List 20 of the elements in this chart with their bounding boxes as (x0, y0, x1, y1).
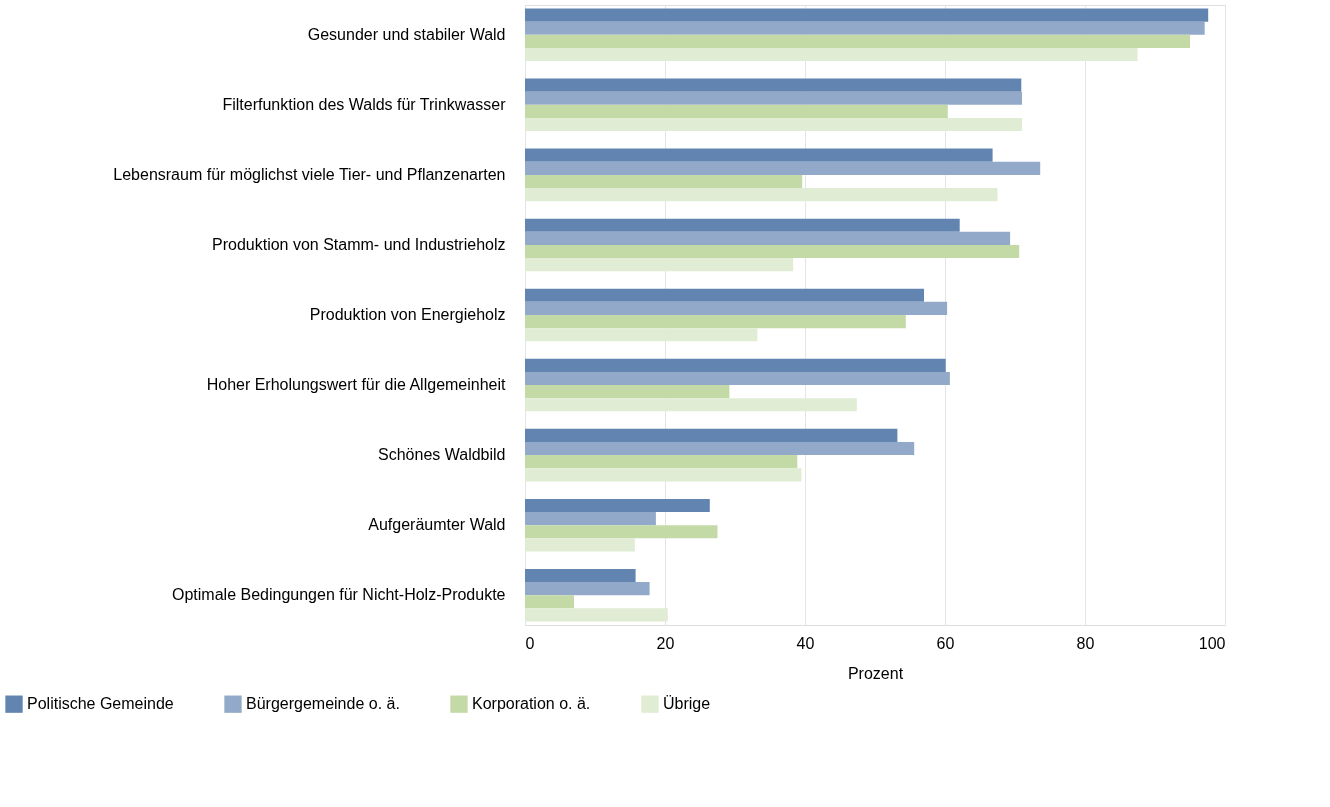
x-tick-label: 80 (1076, 634, 1095, 652)
y-tick-label: Produktion von Energieholz (309, 306, 506, 323)
x-tick-label: 100 (1198, 634, 1226, 652)
x-tick-label: 20 (656, 634, 675, 652)
x-axis-title: Prozent (847, 664, 904, 682)
y-tick-label: Hoher Erholungswert für die Allgemeinheit (206, 376, 507, 394)
legend-label: Korporation o. ä. (472, 695, 591, 713)
legend-label: Übrige (663, 695, 711, 713)
x-tick-label: 60 (936, 634, 955, 652)
y-tick-label: Gesunder und stabiler Wald (307, 25, 506, 43)
x-tick-label: 0 (525, 634, 535, 652)
y-tick-label: Filterfunktion des Walds für Trinkwasser (222, 95, 507, 113)
x-tick-label: 40 (796, 634, 815, 652)
y-tick-label: Schönes Waldbild (378, 446, 506, 464)
legend-label: Bürgergemeinde o. ä. (246, 695, 400, 713)
y-tick-label: Lebensraum für möglichst viele Tier- und Pflanzenarten (113, 165, 506, 183)
y-tick-label: Aufgeräumter Wald (368, 516, 506, 534)
y-tick-label: Produktion von Stamm- und Industrieholz (212, 235, 506, 253)
legend-label: Politische Gemeinde (27, 695, 174, 713)
y-tick-label: Optimale Bedingungen für Nicht-Holz-Produkte (172, 586, 506, 604)
